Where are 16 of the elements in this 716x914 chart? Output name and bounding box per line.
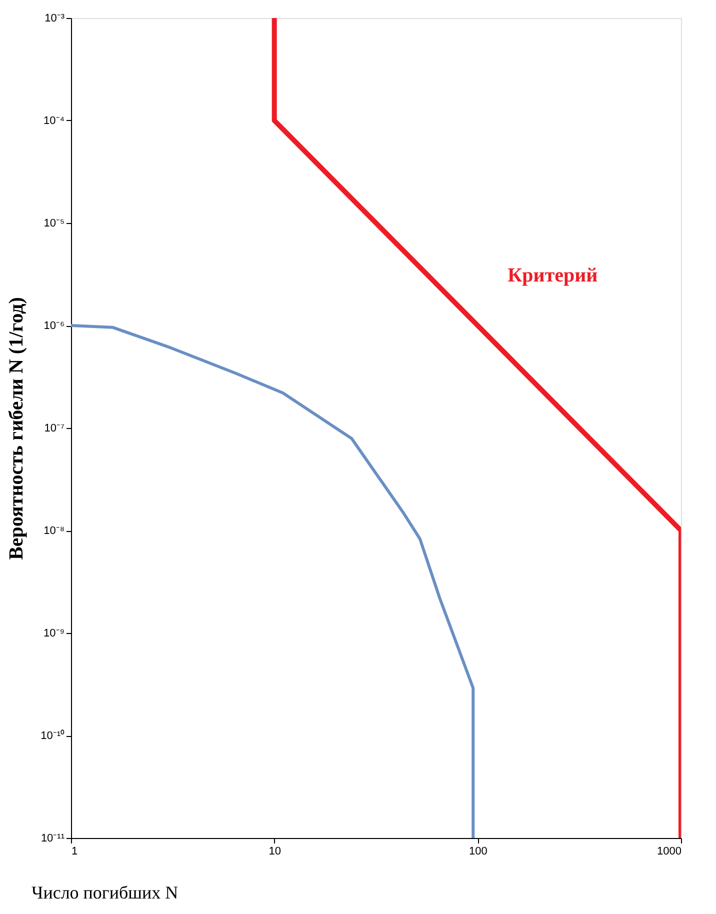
y-axis-title: Вероятность гибели N (1/год) [6, 297, 28, 560]
y-tick-label: 10⁻⁶ [44, 320, 64, 332]
y-tick-label: 10⁻⁹ [44, 628, 64, 640]
y-tick-label: 10⁻³ [44, 12, 65, 24]
x-tick-label: 1 [72, 846, 78, 858]
x-tick-label: 10 [268, 846, 281, 858]
y-tick-label: 10⁻⁵ [44, 218, 64, 230]
text: Критерий [508, 264, 598, 286]
x-tick-label: 1000 [657, 846, 682, 858]
y-tick-label: 10⁻¹¹ [40, 832, 65, 844]
y-tick-label: 10⁻¹⁰ [40, 729, 64, 742]
y-tick-label: 10⁻⁸ [44, 525, 64, 537]
y-tick-label: 10⁻⁷ [44, 422, 65, 434]
x-tick-label: 100 [468, 846, 488, 858]
y-tick-label: 10⁻⁴ [44, 115, 65, 127]
x-axis-title: Число погибших N [32, 882, 178, 902]
